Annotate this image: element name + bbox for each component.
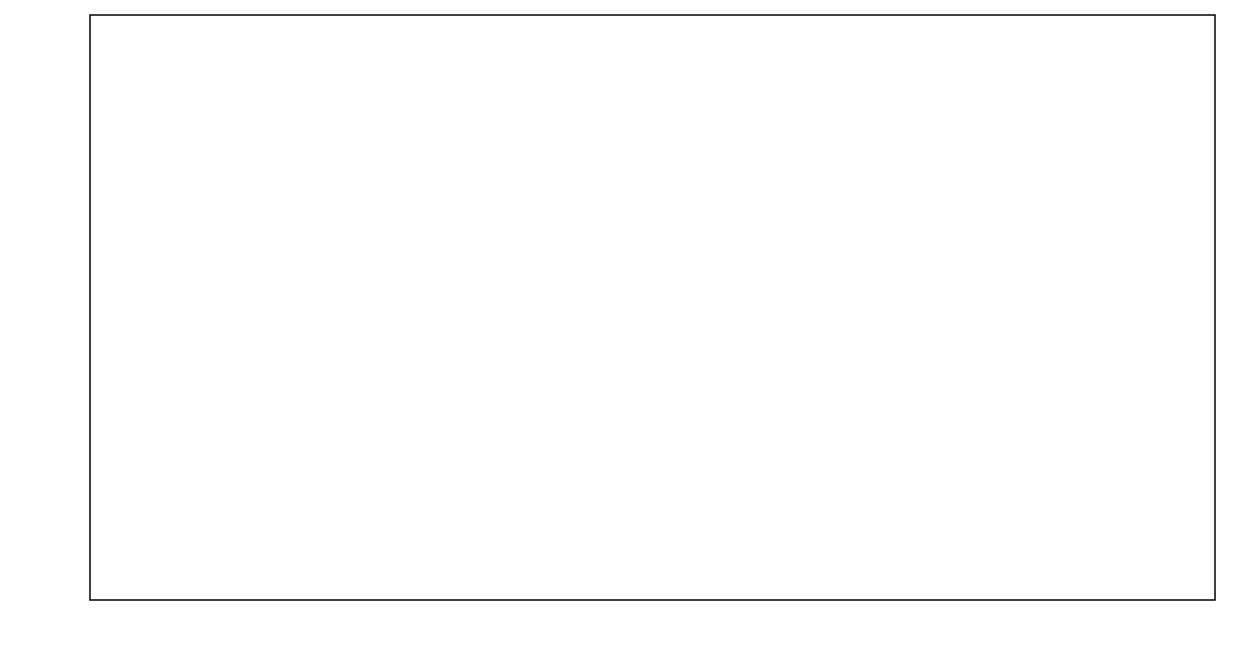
main-chart	[0, 0, 1240, 662]
plot-frame	[90, 15, 1215, 600]
